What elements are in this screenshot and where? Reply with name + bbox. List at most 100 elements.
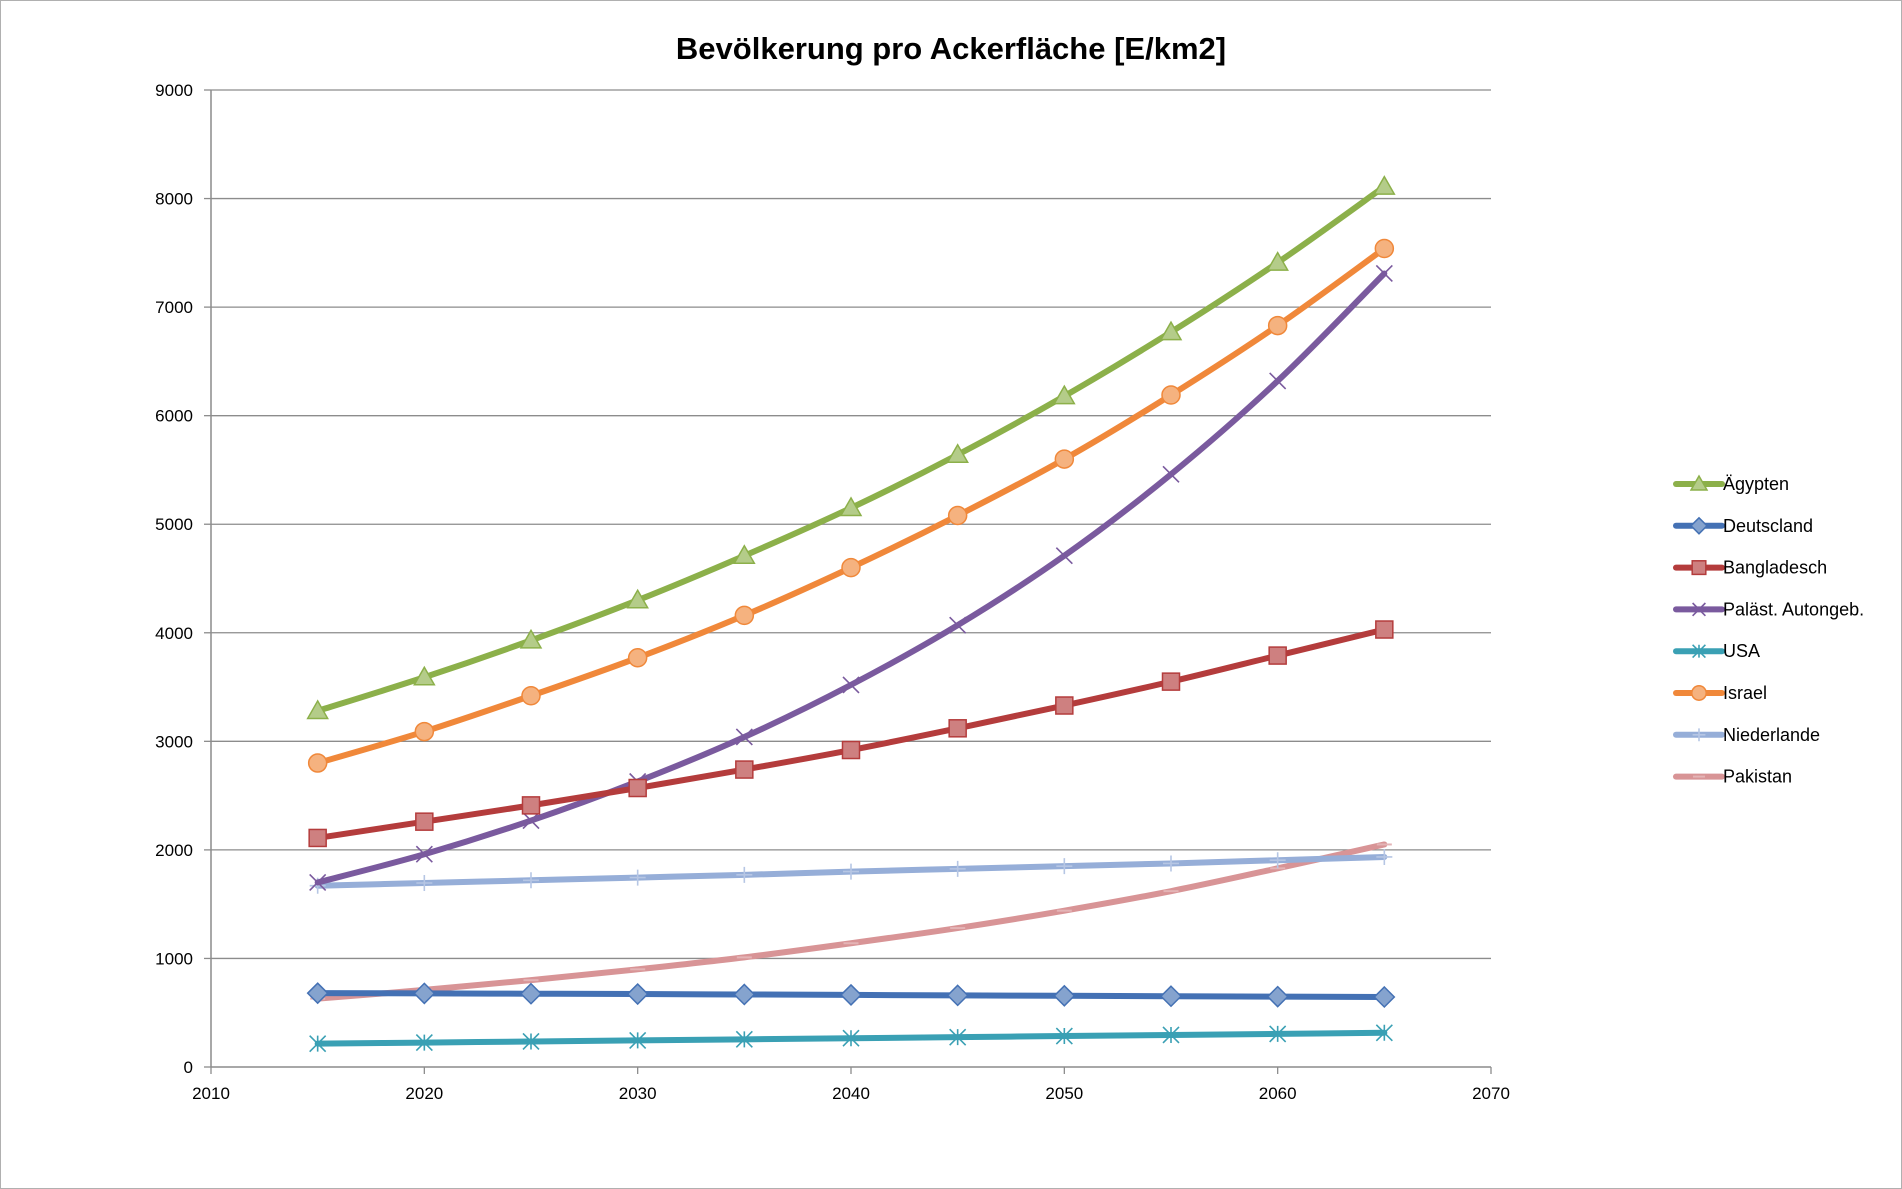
legend-swatch-marker [1691, 685, 1707, 701]
data-point [522, 1032, 540, 1051]
data-point [735, 728, 753, 746]
data-point [416, 874, 433, 891]
data-point [415, 812, 434, 831]
data-point [736, 866, 753, 883]
data-point [1055, 1027, 1073, 1045]
data-point [1161, 385, 1181, 405]
data-point [735, 1030, 753, 1048]
legend: Ägypten Deutscland Bangladesch Paläst. Auto… [1673, 474, 1864, 787]
legend-label: Paläst. Autongeb. [1723, 599, 1864, 619]
legend-swatch-marker [1692, 602, 1706, 617]
y-tick-label: 9000 [155, 81, 193, 100]
legend-label: Ägypten [1723, 474, 1789, 494]
series-usa [309, 1024, 1393, 1053]
legend-entry: Ägypten [1673, 474, 1789, 494]
x-tick-label: 2040 [832, 1084, 870, 1103]
legend-label: Niederlande [1723, 725, 1820, 745]
data-point [946, 443, 969, 463]
y-tick-label: 0 [184, 1058, 193, 1077]
gridlines [211, 89, 1491, 960]
legend-entry: Israel [1673, 683, 1767, 703]
x-tick-label: 2070 [1472, 1084, 1510, 1103]
data-point [627, 647, 648, 668]
x-tick-label: 2060 [1259, 1084, 1297, 1103]
data-point [949, 616, 967, 634]
data-point [1162, 1026, 1180, 1044]
data-point [841, 557, 861, 578]
legend-entry: Pakistan [1673, 767, 1792, 787]
data-point [1159, 985, 1183, 1008]
legend-swatch-marker [1689, 474, 1709, 491]
data-point [1056, 858, 1073, 875]
legend-label: Bangladesch [1723, 558, 1827, 578]
data-point [415, 1034, 433, 1052]
data-point [1162, 465, 1180, 483]
legend-label: USA [1723, 641, 1760, 661]
legend-entry: Niederlande [1673, 725, 1820, 745]
data-point [839, 496, 863, 517]
chart-title: Bevölkerung pro Ackerfläche [E/km2] [676, 31, 1226, 66]
legend-swatch-marker [1692, 644, 1706, 659]
data-point [521, 796, 541, 815]
legend-entry: Bangladesch [1673, 558, 1827, 578]
data-point [519, 628, 543, 649]
legend-swatch-marker [1692, 728, 1706, 742]
data-point [1375, 620, 1394, 639]
data-point [1053, 384, 1076, 405]
data-point [522, 812, 540, 830]
data-point [306, 982, 329, 1005]
data-point [1055, 696, 1074, 715]
legend-label: Pakistan [1723, 767, 1792, 787]
data-point [628, 778, 647, 798]
data-point [1375, 1024, 1393, 1042]
data-point [843, 863, 859, 880]
data-point [1373, 175, 1396, 195]
data-point [413, 665, 436, 686]
y-tick-label: 2000 [155, 841, 193, 860]
series-paläst-autongeb [309, 264, 1393, 892]
series-line [314, 183, 1388, 714]
data-point [839, 983, 863, 1006]
data-point [307, 753, 328, 773]
data-point [309, 1035, 327, 1053]
x-tick-label: 2050 [1045, 1084, 1083, 1103]
legend-entry: USA [1673, 641, 1760, 661]
legend-swatch-marker [1691, 560, 1707, 576]
data-point [415, 845, 433, 863]
data-point [735, 760, 754, 779]
legend-entry: Paläst. Autongeb. [1673, 599, 1864, 619]
x-tick-label: 2030 [619, 1084, 657, 1103]
data-point [1266, 985, 1289, 1008]
data-point [949, 1028, 967, 1046]
y-tick-label: 3000 [155, 732, 193, 751]
data-point [626, 588, 649, 609]
y-tick-label: 7000 [155, 298, 193, 317]
x-axis-ticks: 2010 2020 2030 2040 2050 2060 2070 [192, 1067, 1510, 1103]
axes [210, 90, 1491, 1068]
data-point [1054, 449, 1075, 469]
data-point [413, 982, 436, 1005]
legend-swatch-marker [1689, 516, 1709, 535]
y-tick-label: 6000 [155, 407, 193, 426]
data-point [629, 1031, 647, 1049]
data-point [414, 721, 435, 742]
data-point [626, 982, 649, 1006]
data-point [1373, 985, 1396, 1009]
data-point [523, 872, 539, 889]
data-point [1269, 372, 1287, 390]
y-axis-ticks: 0 1000 2000 3000 4000 5000 6000 7000 8000 9000 [155, 81, 211, 1077]
data-point [948, 719, 967, 738]
x-tick-label: 2020 [405, 1084, 443, 1103]
legend-label: Deutscland [1723, 516, 1813, 536]
data-point [842, 676, 860, 694]
data-point [1375, 264, 1393, 283]
data-point [1268, 646, 1287, 665]
y-tick-label: 4000 [155, 624, 193, 643]
series-deutscland [306, 982, 1396, 1009]
series-israel [307, 238, 1395, 773]
data-point [842, 1029, 860, 1047]
series-group [306, 175, 1396, 1053]
data-point [1055, 547, 1073, 565]
